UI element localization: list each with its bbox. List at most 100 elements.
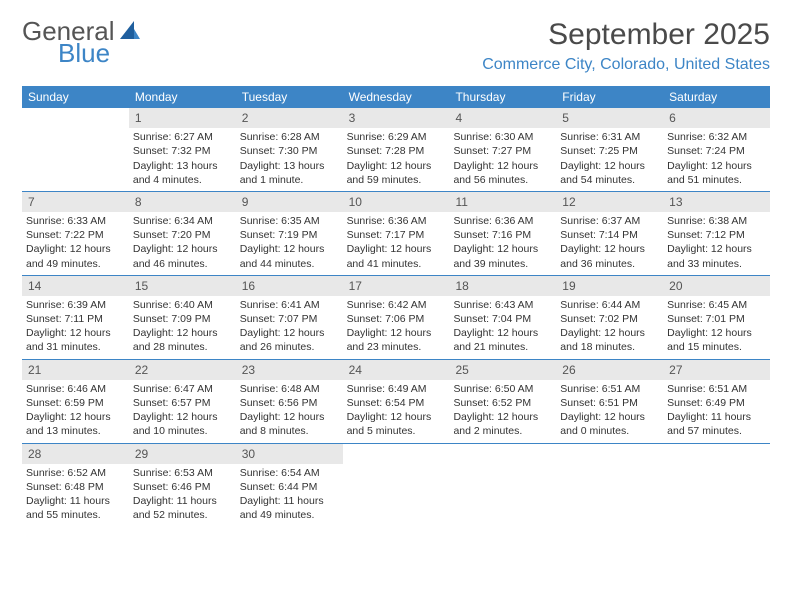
calendar-day: 28Sunrise: 6:52 AMSunset: 6:48 PMDayligh… <box>22 444 129 527</box>
calendar-day: 25Sunrise: 6:50 AMSunset: 6:52 PMDayligh… <box>449 360 556 443</box>
day-number: 9 <box>236 192 343 212</box>
daylight-text: Daylight: 12 hours and 31 minutes. <box>26 326 125 354</box>
sunset-text: Sunset: 7:24 PM <box>667 144 766 158</box>
calendar-day: 20Sunrise: 6:45 AMSunset: 7:01 PMDayligh… <box>663 276 770 359</box>
daylight-text: Daylight: 11 hours and 57 minutes. <box>667 410 766 438</box>
day-body: Sunrise: 6:46 AMSunset: 6:59 PMDaylight:… <box>22 380 129 443</box>
daylight-text: Daylight: 12 hours and 5 minutes. <box>347 410 446 438</box>
day-number: 16 <box>236 276 343 296</box>
calendar-day <box>22 108 129 191</box>
calendar-day: 15Sunrise: 6:40 AMSunset: 7:09 PMDayligh… <box>129 276 236 359</box>
calendar-week: 7Sunrise: 6:33 AMSunset: 7:22 PMDaylight… <box>22 192 770 276</box>
sunrise-text: Sunrise: 6:39 AM <box>26 298 125 312</box>
sunset-text: Sunset: 6:52 PM <box>453 396 552 410</box>
day-number: 2 <box>236 108 343 128</box>
day-number: 25 <box>449 360 556 380</box>
day-number: 7 <box>22 192 129 212</box>
day-number: 18 <box>449 276 556 296</box>
day-number: 26 <box>556 360 663 380</box>
daylight-text: Daylight: 12 hours and 18 minutes. <box>560 326 659 354</box>
sunrise-text: Sunrise: 6:33 AM <box>26 214 125 228</box>
logo-text-2: Blue <box>58 40 141 66</box>
sunrise-text: Sunrise: 6:48 AM <box>240 382 339 396</box>
day-number: 11 <box>449 192 556 212</box>
daylight-text: Daylight: 12 hours and 51 minutes. <box>667 159 766 187</box>
sunrise-text: Sunrise: 6:41 AM <box>240 298 339 312</box>
daylight-text: Daylight: 13 hours and 1 minute. <box>240 159 339 187</box>
weekday-label: Wednesday <box>343 86 450 108</box>
calendar-day: 7 Sunrise: 6:33 AMSunset: 7:22 PMDaylight… <box>22 192 129 275</box>
sunrise-text: Sunrise: 6:53 AM <box>133 466 232 480</box>
calendar-day: 14Sunrise: 6:39 AMSunset: 7:11 PMDayligh… <box>22 276 129 359</box>
location: Commerce City, Colorado, United States <box>482 56 770 74</box>
daylight-text: Daylight: 12 hours and 41 minutes. <box>347 242 446 270</box>
day-number: 28 <box>22 444 129 464</box>
sunset-text: Sunset: 7:30 PM <box>240 144 339 158</box>
calendar-day: 8Sunrise: 6:34 AMSunset: 7:20 PMDaylight… <box>129 192 236 275</box>
day-body: Sunrise: 6:36 AMSunset: 7:17 PMDaylight:… <box>343 212 450 275</box>
sunrise-text: Sunrise: 6:27 AM <box>133 130 232 144</box>
day-number: 4 <box>449 108 556 128</box>
day-body: Sunrise: 6:49 AMSunset: 6:54 PMDaylight:… <box>343 380 450 443</box>
sunrise-text: Sunrise: 6:51 AM <box>560 382 659 396</box>
calendar-day: 6Sunrise: 6:32 AMSunset: 7:24 PMDaylight… <box>663 108 770 191</box>
day-body: Sunrise: 6:43 AMSunset: 7:04 PMDaylight:… <box>449 296 556 359</box>
sunset-text: Sunset: 7:28 PM <box>347 144 446 158</box>
month-title: September 2025 <box>482 18 770 52</box>
sunrise-text: Sunrise: 6:38 AM <box>667 214 766 228</box>
day-body: Sunrise: 6:29 AMSunset: 7:28 PMDaylight:… <box>343 128 450 191</box>
sunset-text: Sunset: 7:19 PM <box>240 228 339 242</box>
calendar-day: 3Sunrise: 6:29 AMSunset: 7:28 PMDaylight… <box>343 108 450 191</box>
calendar-day: 10Sunrise: 6:36 AMSunset: 7:17 PMDayligh… <box>343 192 450 275</box>
day-body: Sunrise: 6:40 AMSunset: 7:09 PMDaylight:… <box>129 296 236 359</box>
day-body: Sunrise: 6:50 AMSunset: 6:52 PMDaylight:… <box>449 380 556 443</box>
day-number: 21 <box>22 360 129 380</box>
daylight-text: Daylight: 12 hours and 8 minutes. <box>240 410 339 438</box>
calendar-day: 4Sunrise: 6:30 AMSunset: 7:27 PMDaylight… <box>449 108 556 191</box>
day-body: Sunrise: 6:44 AMSunset: 7:02 PMDaylight:… <box>556 296 663 359</box>
daylight-text: Daylight: 12 hours and 28 minutes. <box>133 326 232 354</box>
sunset-text: Sunset: 7:02 PM <box>560 312 659 326</box>
day-body: Sunrise: 6:32 AMSunset: 7:24 PMDaylight:… <box>663 128 770 191</box>
sunrise-text: Sunrise: 6:36 AM <box>453 214 552 228</box>
calendar-day: 26Sunrise: 6:51 AMSunset: 6:51 PMDayligh… <box>556 360 663 443</box>
weekday-label: Monday <box>129 86 236 108</box>
daylight-text: Daylight: 12 hours and 21 minutes. <box>453 326 552 354</box>
day-number: 10 <box>343 192 450 212</box>
weekday-label: Tuesday <box>236 86 343 108</box>
daylight-text: Daylight: 11 hours and 52 minutes. <box>133 494 232 522</box>
day-body: Sunrise: 6:34 AMSunset: 7:20 PMDaylight:… <box>129 212 236 275</box>
sunrise-text: Sunrise: 6:28 AM <box>240 130 339 144</box>
day-number: 27 <box>663 360 770 380</box>
day-number: 15 <box>129 276 236 296</box>
daylight-text: Daylight: 12 hours and 26 minutes. <box>240 326 339 354</box>
daylight-text: Daylight: 12 hours and 44 minutes. <box>240 242 339 270</box>
daylight-text: Daylight: 12 hours and 15 minutes. <box>667 326 766 354</box>
day-body: Sunrise: 6:39 AMSunset: 7:11 PMDaylight:… <box>22 296 129 359</box>
calendar-day: 1Sunrise: 6:27 AMSunset: 7:32 PMDaylight… <box>129 108 236 191</box>
daylight-text: Daylight: 12 hours and 46 minutes. <box>133 242 232 270</box>
sunset-text: Sunset: 7:12 PM <box>667 228 766 242</box>
sunset-text: Sunset: 7:27 PM <box>453 144 552 158</box>
day-body: Sunrise: 6:38 AMSunset: 7:12 PMDaylight:… <box>663 212 770 275</box>
sunset-text: Sunset: 7:32 PM <box>133 144 232 158</box>
weekday-label: Friday <box>556 86 663 108</box>
calendar-day: 16Sunrise: 6:41 AMSunset: 7:07 PMDayligh… <box>236 276 343 359</box>
day-body: Sunrise: 6:35 AMSunset: 7:19 PMDaylight:… <box>236 212 343 275</box>
weekday-label: Sunday <box>22 86 129 108</box>
sunrise-text: Sunrise: 6:35 AM <box>240 214 339 228</box>
sunrise-text: Sunrise: 6:37 AM <box>560 214 659 228</box>
daylight-text: Daylight: 12 hours and 36 minutes. <box>560 242 659 270</box>
daylight-text: Daylight: 12 hours and 49 minutes. <box>26 242 125 270</box>
day-body: Sunrise: 6:28 AMSunset: 7:30 PMDaylight:… <box>236 128 343 191</box>
calendar-day: 17Sunrise: 6:42 AMSunset: 7:06 PMDayligh… <box>343 276 450 359</box>
day-number: 29 <box>129 444 236 464</box>
sunrise-text: Sunrise: 6:45 AM <box>667 298 766 312</box>
day-number: 30 <box>236 444 343 464</box>
daylight-text: Daylight: 11 hours and 55 minutes. <box>26 494 125 522</box>
sunset-text: Sunset: 7:22 PM <box>26 228 125 242</box>
daylight-text: Daylight: 12 hours and 56 minutes. <box>453 159 552 187</box>
sunset-text: Sunset: 6:44 PM <box>240 480 339 494</box>
logo: General Blue <box>22 18 141 66</box>
sunset-text: Sunset: 7:01 PM <box>667 312 766 326</box>
